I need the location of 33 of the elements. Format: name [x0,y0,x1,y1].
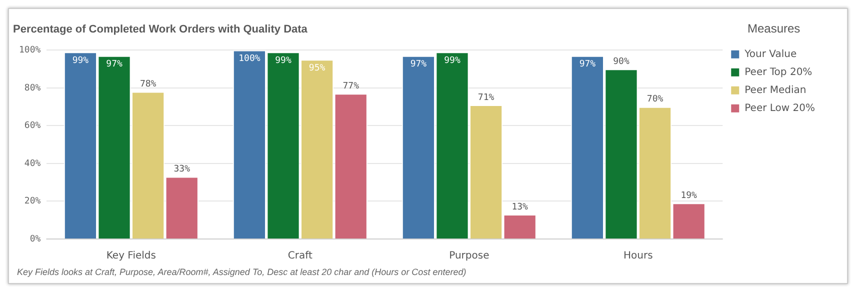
data-label: 99% [275,56,292,66]
text: Key Fields looks at Craft, Purpose, Area/Room#, Assigned To, Desc at least 20 char and (Hours or Cost entered) [16,267,468,277]
data-label: 77% [342,81,360,92]
data-label: 99% [72,56,90,66]
chart-title: Percentage of Completed Work Orders with Quality Data [13,24,308,36]
data-label: 97% [410,60,428,70]
data-label: 97% [579,60,596,70]
data-label: 19% [680,190,698,201]
data-label: 70% [646,94,664,105]
y-tick-label: 60% [24,121,42,132]
data-label: 90% [613,56,630,67]
x-tick-label: Purpose [449,250,490,262]
data-label: 97% [106,60,123,70]
data-label: 13% [512,202,529,212]
legend-label: Your Value [744,48,797,60]
legend-label: Peer Low 20% [744,102,816,114]
legend-label: Peer Top 20% [744,66,812,78]
y-tick-label: 80% [24,83,42,94]
x-tick-label: Craft [288,250,312,262]
legend-label: Peer Median [744,84,806,96]
x-tick-label: Key Fields [106,250,156,262]
data-label: 100% [238,54,261,64]
x-tick-label: Hours [623,250,653,262]
y-tick-label: 20% [24,196,42,207]
y-tick-label: 40% [24,158,42,169]
data-label: 78% [140,80,157,90]
y-tick-label: 0% [30,234,42,244]
data-label: 33% [174,164,191,175]
data-label: 95% [308,63,326,74]
legend-title: Measures [747,21,800,36]
data-label: 71% [478,92,495,103]
y-tick-label: 100% [18,46,42,56]
data-label: 99% [444,56,461,66]
